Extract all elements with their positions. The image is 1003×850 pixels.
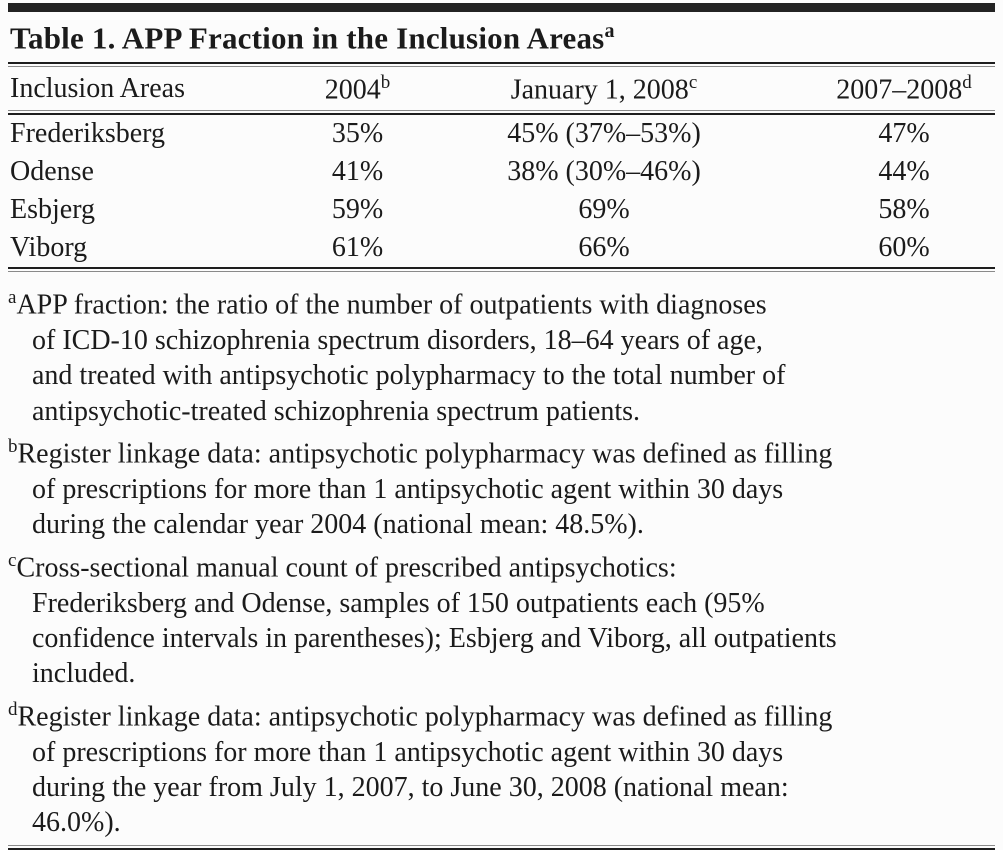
footnote-b-line: of prescriptions for more than 1 antipsy…	[32, 474, 784, 506]
header-2007-2008: 2007–2008d	[836, 71, 972, 105]
header-2004-footnote-marker: b	[380, 71, 391, 93]
top-heavy-rule	[8, 3, 995, 12]
app-fraction-table: Inclusion Areas 2004b January 1, 2008c 2…	[8, 67, 995, 110]
footnote-d-marker: d	[8, 698, 18, 720]
footnote-c-marker: c	[8, 549, 17, 571]
header-january-1-2008-footnote-marker: c	[688, 71, 698, 93]
table-title-text: Table 1. APP Fraction in the Inclusion A…	[10, 20, 605, 56]
table-header-row: Inclusion Areas 2004b January 1, 2008c 2…	[8, 67, 995, 110]
table-row-odense: Odense 41% 38% (30%–46%) 44%	[8, 153, 995, 191]
rule-under-title	[8, 62, 995, 68]
table-row-frederiksberg: Frederiksberg 35% 45% (37%–53%) 47%	[8, 115, 995, 153]
cell-2004: 59%	[331, 194, 384, 226]
app-fraction-table-body: Frederiksberg 35% 45% (37%–53%) 47% Oden…	[8, 115, 995, 267]
cell-2007-2008: 44%	[878, 156, 930, 188]
footnote-b-marker: b	[8, 436, 18, 458]
cell-2007-2008: 58%	[878, 194, 930, 226]
cell-area: Esbjerg	[10, 194, 96, 226]
cell-2004: 35%	[331, 118, 384, 150]
cell-area: Frederiksberg	[10, 118, 165, 150]
footnote-a-line: APP fraction: the ratio of the number of…	[16, 289, 767, 321]
footnote-b: bRegister linkage data: antipsychotic po…	[8, 429, 995, 543]
footnote-d: dRegister linkage data: antipsychotic po…	[8, 692, 995, 841]
header-2004: 2004b	[324, 71, 391, 105]
header-inclusion-areas: Inclusion Areas	[10, 72, 185, 104]
footnote-c-line: Frederiksberg and Odense, samples of 150…	[32, 587, 765, 619]
footnote-a-line: and treated with antipsychotic polypharm…	[32, 360, 786, 392]
footnote-c-line: included.	[32, 658, 136, 690]
paper-table-figure: Table 1. APP Fraction in the Inclusion A…	[0, 3, 1003, 850]
footnote-d-line: Register linkage data: antipsychotic pol…	[17, 701, 833, 733]
footnote-b-line: Register linkage data: antipsychotic pol…	[17, 438, 833, 470]
footnote-d-line: 46.0%).	[32, 807, 121, 839]
table-title: Table 1. APP Fraction in the Inclusion A…	[8, 12, 995, 62]
table-row-viborg: Viborg 61% 66% 60%	[8, 229, 995, 267]
cell-area: Odense	[10, 156, 94, 188]
footnote-c: cCross-sectional manual count of prescri…	[8, 543, 995, 692]
footnote-b-line: during the calendar year 2004 (national …	[32, 509, 644, 541]
cell-jan-2008: 66%	[578, 232, 630, 264]
cell-2007-2008: 60%	[878, 232, 930, 264]
header-january-1-2008: January 1, 2008c	[510, 71, 698, 105]
cell-2004: 61%	[331, 232, 384, 264]
table-row-esbjerg: Esbjerg 59% 69% 58%	[8, 191, 995, 229]
footnote-a-line: of ICD-10 schizophrenia spectrum disorde…	[32, 325, 763, 357]
footnote-c-line: Cross-sectional manual count of prescrib…	[16, 552, 677, 584]
cell-2007-2008: 47%	[878, 118, 930, 150]
cell-area: Viborg	[10, 232, 88, 264]
footnote-d-line: during the year from July 1, 2007, to Ju…	[32, 771, 789, 803]
cell-jan-2008: 45% (37%–53%)	[507, 118, 701, 150]
footnote-a-marker: a	[8, 287, 17, 309]
cell-jan-2008: 69%	[578, 194, 630, 226]
rule-under-data	[8, 267, 995, 273]
cell-jan-2008: 38% (30%–46%)	[507, 156, 701, 188]
cell-2004: 41%	[331, 156, 384, 188]
footnotes-block: aAPP fraction: the ratio of the number o…	[8, 272, 995, 840]
rule-bottom	[8, 844, 995, 850]
table-title-footnote-marker: a	[604, 20, 615, 42]
header-2007-2008-footnote-marker: d	[962, 71, 972, 93]
footnote-a-line: antipsychotic-treated schizophrenia spec…	[32, 395, 641, 427]
footnote-a: aAPP fraction: the ratio of the number o…	[8, 280, 995, 429]
footnote-d-line: of prescriptions for more than 1 antipsy…	[32, 736, 784, 768]
rule-under-header	[8, 110, 995, 116]
footnote-c-line: confidence intervals in parentheses); Es…	[32, 622, 837, 654]
